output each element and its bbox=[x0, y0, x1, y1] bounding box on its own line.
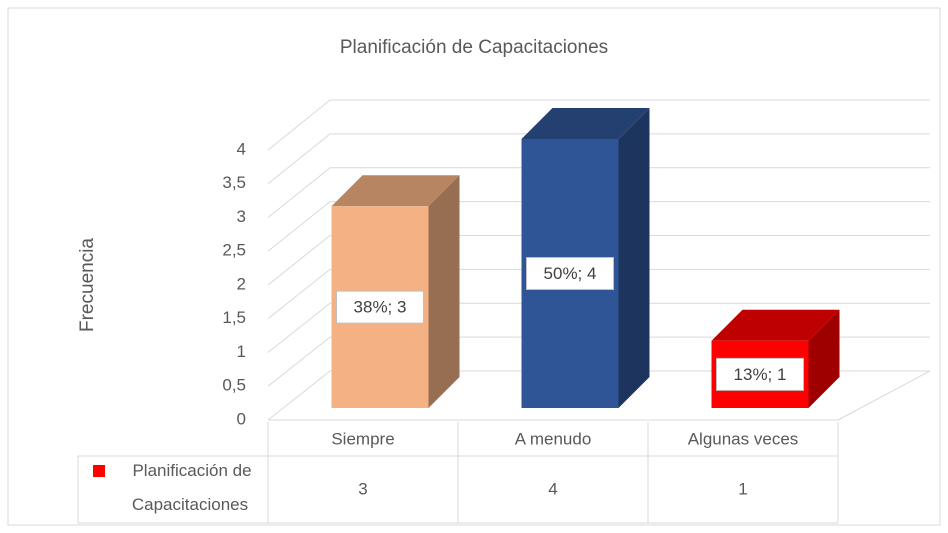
y-tick-label: 3 bbox=[237, 207, 246, 226]
grid-line bbox=[267, 235, 331, 286]
bar-side bbox=[428, 175, 460, 408]
data-label-box bbox=[526, 257, 614, 290]
y-axis-title: Frecuencia bbox=[77, 238, 98, 332]
bar-top bbox=[521, 108, 650, 139]
y-tick-label: 3,5 bbox=[222, 173, 246, 192]
grid-line bbox=[267, 336, 331, 387]
data-label-box bbox=[336, 290, 424, 324]
floor-edge bbox=[837, 370, 931, 421]
y-tick-label: 0 bbox=[237, 409, 246, 428]
grid-line bbox=[267, 133, 331, 185]
bar-top bbox=[711, 309, 840, 341]
grid-line bbox=[267, 167, 331, 218]
data-label: 50%; 4 bbox=[544, 264, 597, 283]
table-value: 3 bbox=[358, 479, 367, 498]
table-value: 1 bbox=[738, 479, 747, 498]
chart-border bbox=[7, 7, 941, 526]
y-tick-label: 2 bbox=[237, 274, 246, 293]
x-tick-label: Algunas veces bbox=[688, 429, 799, 448]
legend-key bbox=[93, 465, 105, 477]
data-label: 13%; 1 bbox=[734, 365, 787, 384]
table-value: 4 bbox=[548, 479, 557, 498]
grid-line bbox=[267, 302, 331, 353]
x-tick-label: A menudo bbox=[515, 429, 592, 448]
bar-side bbox=[808, 309, 840, 408]
legend-label: Planificación de Capacitaciones bbox=[132, 461, 252, 514]
y-tick-label: 4 bbox=[237, 139, 246, 158]
grid-line bbox=[267, 268, 331, 320]
bar-top bbox=[331, 175, 460, 207]
bar-side bbox=[618, 108, 650, 408]
y-tick-label: 1 bbox=[237, 342, 246, 361]
grid-line bbox=[267, 99, 331, 151]
data-label: 38%; 3 bbox=[354, 298, 407, 317]
y-tick-label: 1,5 bbox=[222, 308, 246, 327]
x-tick-label: Siempre bbox=[331, 429, 394, 448]
y-tick-label: 0,5 bbox=[222, 376, 246, 395]
data-label-box bbox=[716, 357, 804, 391]
chart-title: Planificación de Capacitaciones bbox=[340, 37, 608, 58]
grid-line bbox=[267, 201, 331, 252]
y-tick-label: 2,5 bbox=[222, 241, 246, 260]
grid-line bbox=[267, 370, 331, 421]
